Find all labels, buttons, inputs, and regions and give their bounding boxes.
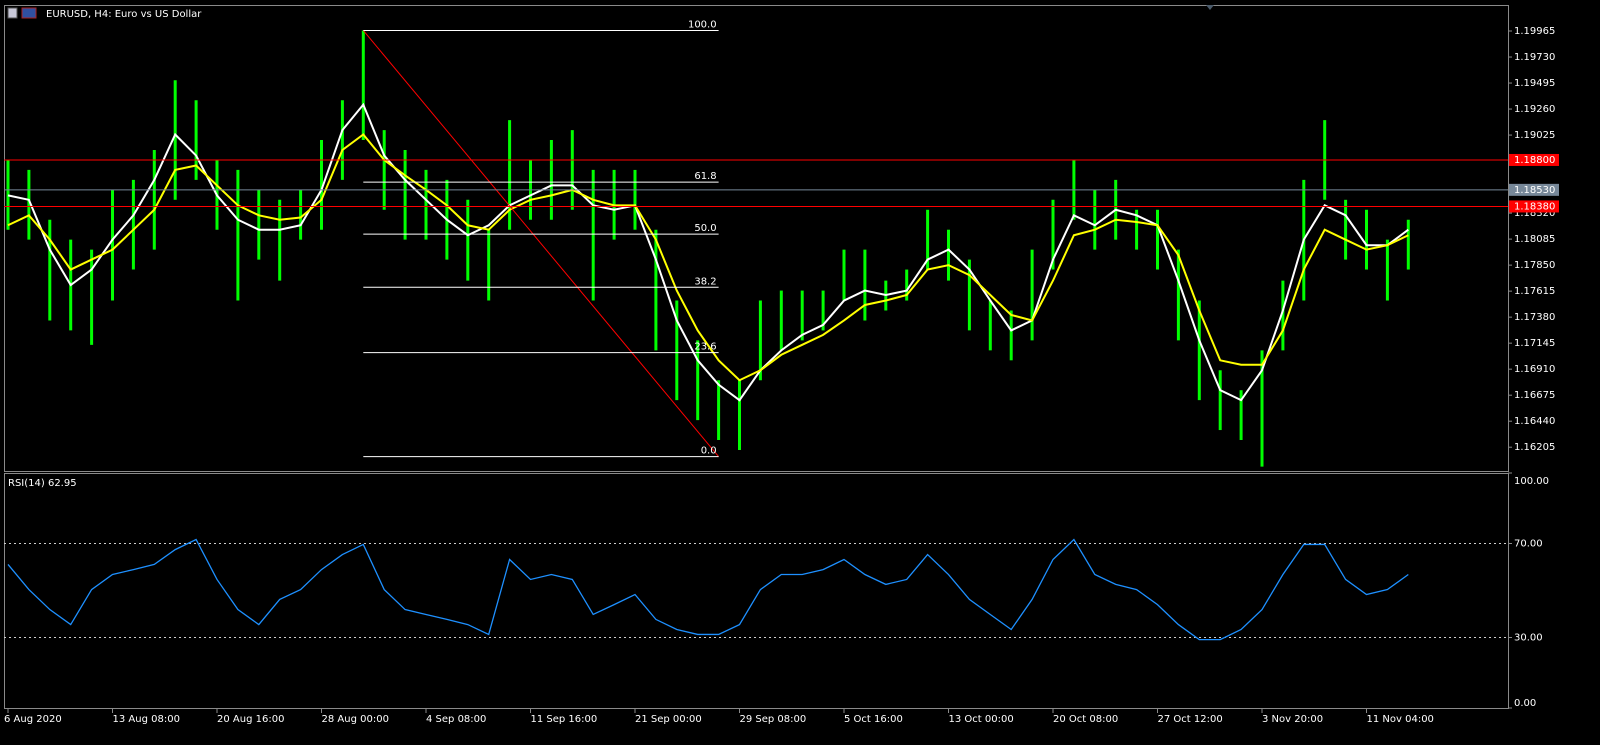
y-tick-label: 30.00: [1514, 633, 1543, 644]
y-tick-label: 1.19495: [1514, 78, 1555, 89]
x-tick-label: 3 Nov 20:00: [1262, 714, 1323, 725]
x-tick-label: 11 Sep 16:00: [531, 714, 598, 725]
y-tick-label: 1.18320: [1514, 208, 1555, 219]
y-tick-label: 1.19965: [1514, 26, 1555, 37]
fib-label: 100.0: [688, 19, 717, 30]
price-label: 1.18800: [1514, 155, 1555, 166]
moving-average: [7, 102, 1409, 402]
y-tick-label: 1.16675: [1514, 390, 1555, 401]
x-tick-label: 4 Sep 08:00: [426, 714, 486, 725]
rsi-panel: [4, 473, 1509, 709]
price-label-bg: [1509, 183, 1559, 196]
y-tick-label: 1.16205: [1514, 442, 1555, 453]
y-tick-label: 1.17380: [1514, 312, 1555, 323]
y-tick-label: 1.17850: [1514, 260, 1555, 271]
moving-average: [7, 133, 1409, 382]
fib-label: 61.8: [694, 171, 716, 182]
y-tick-label: 100.00: [1514, 476, 1549, 487]
y-tick-label: 1.17145: [1514, 338, 1555, 349]
y-tick-label: 70.00: [1514, 539, 1543, 550]
flag-icon: [21, 7, 37, 19]
price-label-bg: [1509, 153, 1559, 166]
x-tick-label: 6 Aug 2020: [4, 714, 62, 725]
rsi-line: [7, 538, 1409, 641]
price-label-bg: [1509, 200, 1559, 213]
x-tick-label: 28 Aug 00:00: [322, 714, 389, 725]
y-tick-label: 1.16440: [1514, 416, 1555, 427]
x-tick-label: 13 Oct 00:00: [949, 714, 1014, 725]
fib-label: 0.0: [701, 446, 717, 457]
x-tick-label: 21 Sep 00:00: [635, 714, 702, 725]
fib-label: 23.6: [694, 342, 716, 353]
fib-trendline: [362, 30, 719, 457]
rsi-title: RSI(14) 62.95: [8, 478, 77, 489]
main-panel: [4, 5, 1509, 472]
x-tick-label: 11 Nov 04:00: [1367, 714, 1434, 725]
shift-marker: [1206, 5, 1214, 10]
x-tick-label: 29 Sep 08:00: [740, 714, 807, 725]
y-tick-label: 1.16910: [1514, 364, 1555, 375]
y-tick-label: 1.19730: [1514, 52, 1555, 63]
x-tick-label: 20 Oct 08:00: [1053, 714, 1118, 725]
price-label: 1.18530: [1514, 185, 1555, 196]
price-label: 1.18380: [1514, 201, 1555, 212]
fib-label: 38.2: [694, 276, 716, 287]
chart-title: EURUSD, H4: Euro vs US Dollar: [46, 9, 202, 20]
y-tick-label: 1.18085: [1514, 234, 1555, 245]
y-tick-label: 1.19260: [1514, 104, 1555, 115]
x-tick-label: 27 Oct 12:00: [1158, 714, 1223, 725]
y-tick-label: 1.19025: [1514, 130, 1555, 141]
x-tick-label: 13 Aug 08:00: [113, 714, 180, 725]
window-icon: [7, 7, 18, 19]
fib-label: 50.0: [694, 223, 716, 234]
y-tick-label: 1.17615: [1514, 286, 1555, 297]
x-tick-label: 20 Aug 16:00: [217, 714, 284, 725]
y-tick-label: 0.00: [1514, 698, 1536, 709]
x-tick-label: 5 Oct 16:00: [844, 714, 903, 725]
